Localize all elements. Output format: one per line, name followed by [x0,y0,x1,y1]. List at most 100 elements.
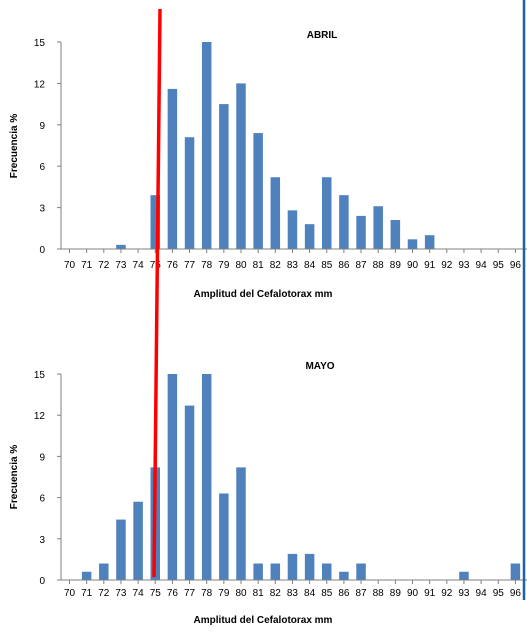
mayo-y-tick-label-9: 9 [39,452,45,463]
mayo-x-tick-label-89: 89 [390,588,402,599]
mayo-x-tick-label-90: 90 [407,588,419,599]
abril-x-tick-label-87: 87 [355,260,367,271]
abril-x-axis-title: Amplitud del Cefalotorax mm [194,289,333,300]
mayo-x-tick-label-77: 77 [184,588,196,599]
mayo-y-tick-label-3: 3 [39,535,45,546]
mayo-x-tick-label-93: 93 [458,588,470,599]
mayo-x-tick-label-81: 81 [253,588,265,599]
mayo-x-tick-label-84: 84 [304,588,316,599]
abril-bar-86 [339,195,349,249]
mayo-bar-73 [116,519,126,580]
abril-y-tick-label-15: 15 [34,38,46,49]
abril-x-tick-label-91: 91 [424,260,436,271]
mayo-x-tick-label-70: 70 [64,588,76,599]
abril-x-tick-label-88: 88 [373,260,385,271]
abril-bar-73 [116,244,126,249]
abril-x-tick-label-96: 96 [510,260,522,271]
mayo-bar-93 [459,571,469,580]
abril-x-tick-label-82: 82 [270,260,282,271]
abril-x-tick-label-84: 84 [304,260,316,271]
mayo-bar-80 [236,467,246,580]
mayo-bar-96 [510,563,521,580]
mayo-x-tick-label-86: 86 [338,588,350,599]
abril-bar-85 [322,177,332,249]
mayo-y-axis-title: Frecuencia % [9,445,20,510]
abril-y-tick-label-0: 0 [39,245,45,256]
mayo-bar-82 [270,563,281,580]
abril-x-tick-label-80: 80 [235,260,247,271]
abril-bar-78 [201,42,212,249]
abril-bar-87 [356,215,366,249]
abril-x-tick-label-95: 95 [493,260,505,271]
mayo-bar-74 [133,501,143,580]
mayo-x-tick-label-91: 91 [424,588,436,599]
mayo-x-tick-label-73: 73 [115,588,127,599]
abril-x-tick-label-73: 73 [115,260,127,271]
abril-bar-82 [270,177,281,249]
mayo-y-tick-label-15: 15 [34,370,46,381]
abril-x-tick-label-83: 83 [287,260,299,271]
abril-x-tick-label-70: 70 [64,260,76,271]
mayo-bar-77 [184,405,195,580]
mayo-bar-84 [304,553,315,580]
mayo-x-tick-label-75: 75 [150,588,162,599]
mayo-x-tick-label-82: 82 [270,588,282,599]
mayo-bar-86 [339,571,349,580]
mayo-x-tick-label-71: 71 [81,588,93,599]
mayo-bar-87 [356,563,366,580]
abril-x-tick-label-85: 85 [321,260,333,271]
abril-x-tick-label-86: 86 [338,260,350,271]
abril-x-tick-label-81: 81 [253,260,265,271]
mayo-bar-85 [322,563,332,580]
mayo-x-tick-label-76: 76 [167,588,179,599]
abril-bar-80 [236,83,246,250]
abril-x-tick-label-92: 92 [441,260,453,271]
abril-x-tick-label-94: 94 [476,260,488,271]
abril-x-tick-label-90: 90 [407,260,419,271]
red-marker-line [152,8,162,578]
abril-x-tick-label-77: 77 [184,260,196,271]
abril-bar-81 [253,133,263,249]
mayo-x-tick-label-85: 85 [321,588,333,599]
mayo-bar-71 [81,571,92,580]
abril-bar-75 [150,195,160,249]
abril-x-tick-label-76: 76 [167,260,179,271]
mayo-x-tick-label-95: 95 [493,588,505,599]
mayo-x-tick-label-87: 87 [355,588,367,599]
mayo-bar-81 [253,563,263,580]
mayo-x-tick-label-92: 92 [441,588,453,599]
abril-bar-83 [287,210,298,249]
abril-x-tick-label-71: 71 [81,260,93,271]
abril-bar-89 [390,220,401,249]
abril-bar-88 [373,206,383,249]
abril-bar-91 [424,235,435,249]
mayo-x-tick-label-78: 78 [201,588,213,599]
mayo-bar-72 [99,563,109,580]
abril-bar-79 [219,104,229,249]
abril-x-tick-label-89: 89 [390,260,402,271]
abril-y-tick-label-6: 6 [39,162,45,173]
mayo-x-tick-label-74: 74 [133,588,145,599]
mayo-x-tick-label-79: 79 [218,588,230,599]
abril-x-tick-label-93: 93 [458,260,470,271]
mayo-y-tick-label-0: 0 [39,576,45,587]
abril-x-tick-label-75: 75 [150,260,162,271]
mayo-chart-title: MAYO [305,361,334,372]
mayo-y-tick-label-12: 12 [34,411,46,422]
abril-bar-77 [184,137,195,249]
mayo-bar-78 [201,374,212,580]
mayo-x-tick-label-72: 72 [98,588,110,599]
mayo-bar-76 [167,374,178,580]
abril-x-tick-label-72: 72 [98,260,110,271]
abril-y-tick-label-3: 3 [39,204,45,215]
mayo-bar-83 [287,553,298,580]
abril-bar-84 [304,224,315,249]
abril-x-tick-label-74: 74 [133,260,145,271]
mayo-x-axis-title: Amplitud del Cefalotorax mm [194,615,333,626]
abril-bar-90 [407,239,418,249]
abril-chart-title: ABRIL [307,30,338,41]
abril-y-tick-label-12: 12 [34,79,46,90]
mayo-x-tick-label-96: 96 [510,588,522,599]
